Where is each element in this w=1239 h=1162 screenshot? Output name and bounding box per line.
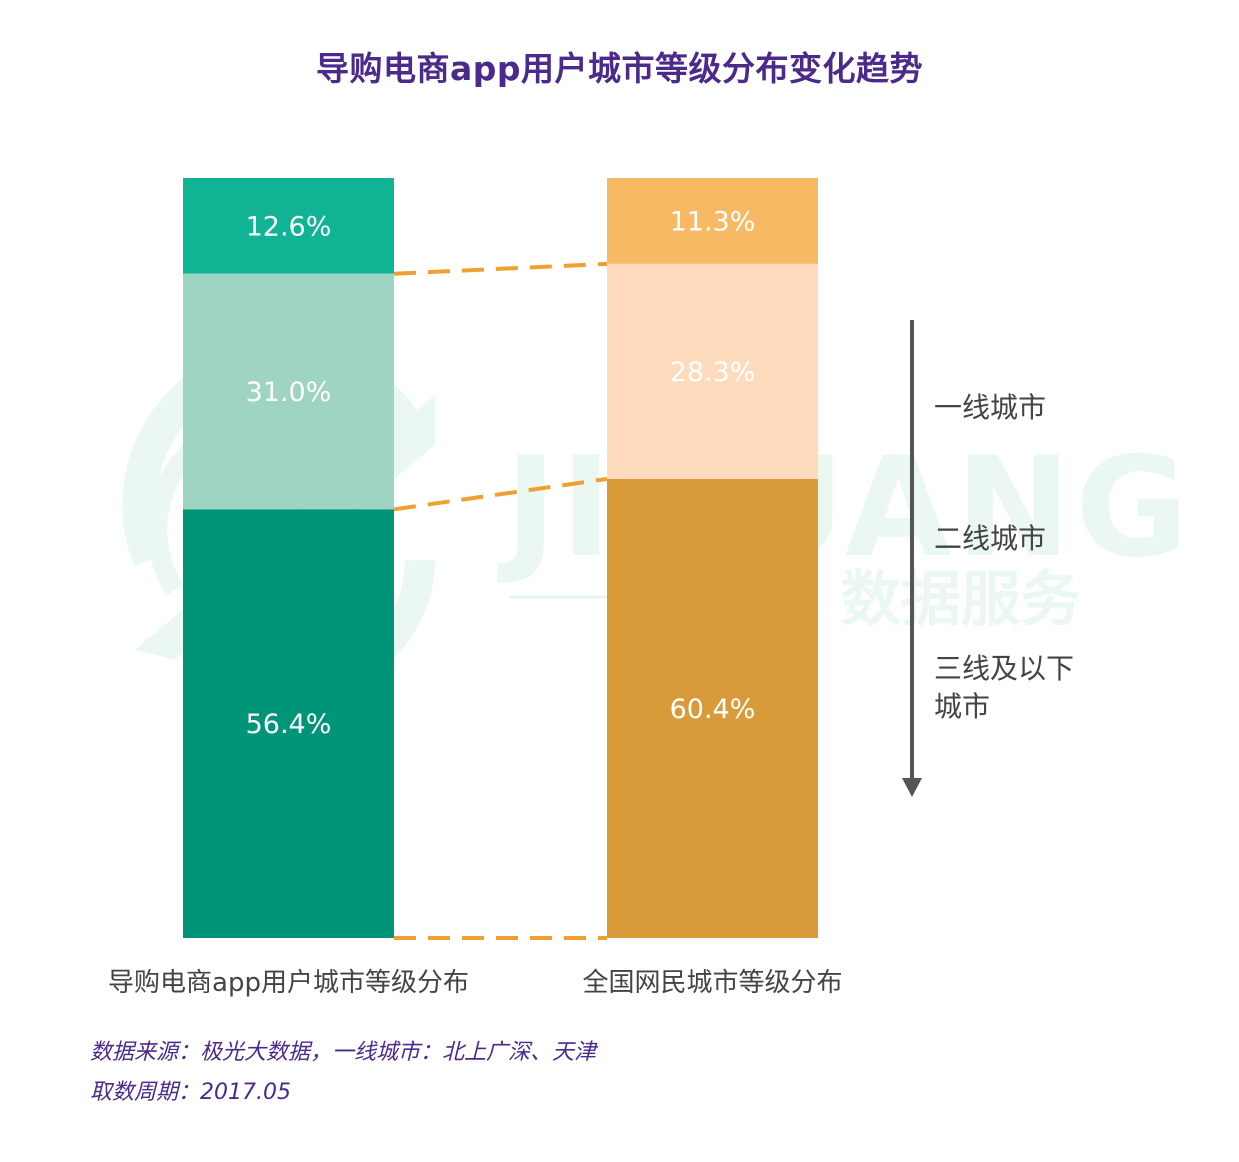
label-national-tier3: 60.4% <box>670 694 756 725</box>
legend-tier2: 二线城市 <box>934 522 1046 555</box>
segment-labels-group: 12.6% 31.0% 56.4% 11.3% 28.3% 60.4% <box>246 206 756 740</box>
source-note: 数据来源：极光大数据，一线城市：北上广深、天津 <box>90 1040 597 1065</box>
legend-tier3-line1: 三线及以下 <box>934 652 1074 685</box>
tier-legend: 一线城市 二线城市 三线及以下 城市 <box>902 320 1074 797</box>
label-app-tier3: 56.4% <box>246 709 332 740</box>
watermark-brand: JIGUANG <box>497 427 1192 588</box>
label-national-tier2: 28.3% <box>670 357 756 388</box>
chart-title: 导购电商app用户城市等级分布变化趋势 <box>315 49 923 88</box>
bar-app-tier1 <box>183 178 394 274</box>
down-arrow-icon <box>902 778 922 797</box>
bar-national-tier1 <box>607 178 818 264</box>
label-app-tier1: 12.6% <box>246 211 332 242</box>
connectors-group <box>393 261 608 940</box>
period-note: 取数周期：2017.05 <box>90 1080 291 1105</box>
label-app-tier2: 31.0% <box>246 377 332 408</box>
category-label-national: 全国网民城市等级分布 <box>582 968 842 998</box>
category-labels-group: 导购电商app用户城市等级分布 全国网民城市等级分布 <box>108 968 842 998</box>
connector-tier2-tier3 <box>393 476 608 512</box>
bar-national-tier3 <box>607 478 818 938</box>
bar-app-tier2 <box>183 273 394 510</box>
category-label-app: 导购电商app用户城市等级分布 <box>108 968 469 998</box>
bar-app-tier3 <box>183 509 394 938</box>
legend-tier1: 一线城市 <box>934 391 1046 424</box>
connector-tier1-tier2 <box>393 261 608 276</box>
bar-national-tier2 <box>607 263 818 479</box>
bars-group <box>183 178 818 938</box>
label-national-tier1: 11.3% <box>670 206 756 237</box>
legend-tier3-line2: 城市 <box>934 690 990 723</box>
